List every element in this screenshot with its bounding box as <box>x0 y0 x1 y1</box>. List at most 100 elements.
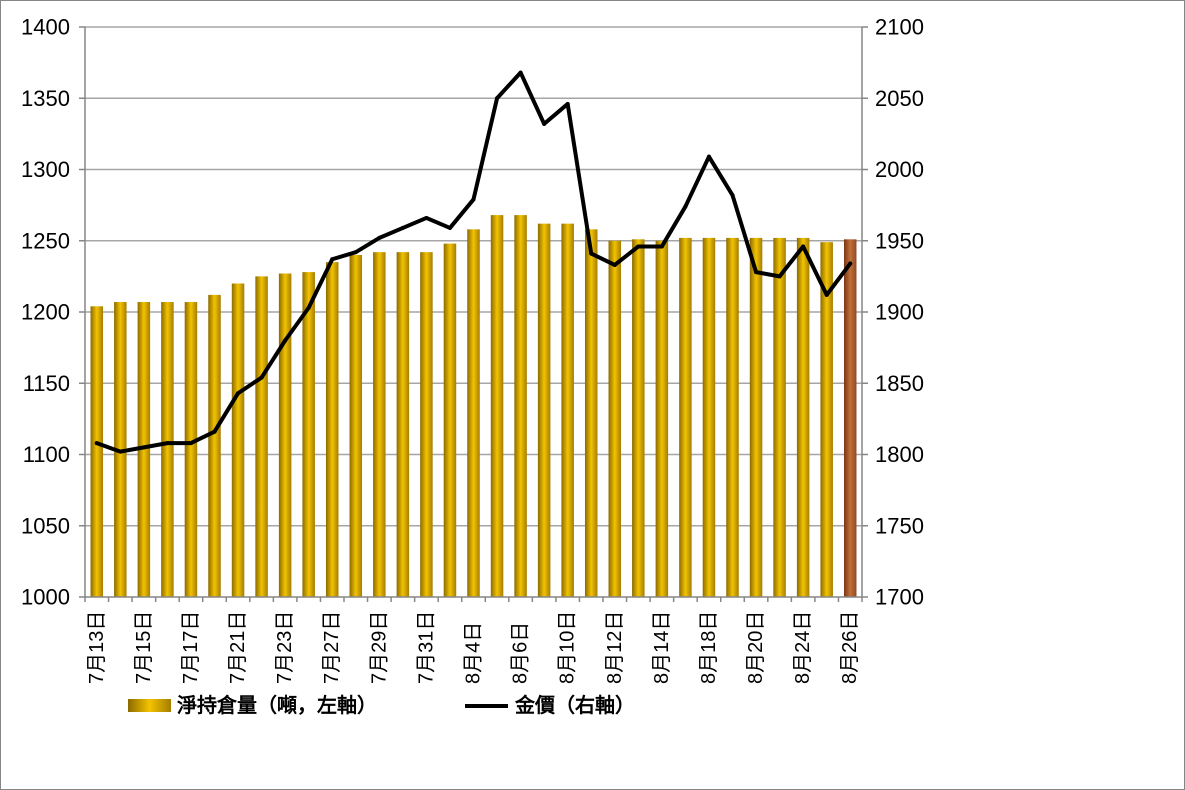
holdings-bar-28 <box>726 237 739 597</box>
holdings-bar-11 <box>325 262 339 597</box>
left-axis-tick-label-6: 1250 <box>21 228 70 253</box>
right-axis-tick-label-2: 1750 <box>875 513 924 538</box>
holdings-bar-20 <box>537 223 551 597</box>
holdings-bars <box>90 215 857 598</box>
legend-holdings-label: 淨持倉量（噸，左軸） <box>177 693 377 717</box>
axis-tick-labels: 1000 1050 1100 1150 1200 1250 1300 1350 1400 1700… <box>21 15 924 685</box>
holdings-bar-27 <box>702 237 716 597</box>
x-axis-tick-label-5: 7月17日 <box>180 611 202 684</box>
gold-price-point-15 <box>424 215 429 220</box>
holdings-bar-33 <box>843 239 857 597</box>
holdings-bar-17 <box>467 229 480 597</box>
gold-price-point-9 <box>283 338 288 343</box>
gold-price-point-1 <box>94 441 99 446</box>
x-axis-tick-label-15: 7月31日 <box>415 611 437 684</box>
gold-price-point-30 <box>777 274 782 279</box>
gold-price-point-22 <box>589 251 594 256</box>
left-axis-tick-label-9: 1400 <box>21 15 70 40</box>
gold-price-point-33 <box>848 261 853 266</box>
x-axis-tick-label-27: 8月18日 <box>698 611 720 684</box>
x-axis-tick-label-21: 8月10日 <box>557 611 579 684</box>
holdings-bar-5 <box>184 302 198 597</box>
gold-price-point-13 <box>377 235 382 240</box>
holdings-bar-21 <box>561 223 574 597</box>
holdings-bar-24 <box>632 239 645 597</box>
holdings-bar-19 <box>514 215 527 597</box>
gold-price-series <box>94 70 853 454</box>
holdings-bar-31 <box>796 237 810 597</box>
x-axis-tick-label-23: 8月12日 <box>604 611 626 684</box>
gold-price-point-27 <box>706 154 711 159</box>
right-axis-tick-label-1: 1700 <box>875 585 924 610</box>
holdings-bar-23 <box>608 240 622 597</box>
x-axis-tick-label-3: 7月15日 <box>133 611 155 684</box>
left-axis-tick-label-1: 1000 <box>21 585 70 610</box>
x-axis-tick-label-17: 8月4日 <box>463 622 485 684</box>
holdings-bar-22 <box>584 229 598 597</box>
holdings-bar-16 <box>443 243 457 597</box>
holdings-bar-6 <box>208 294 221 597</box>
holdings-bar-14 <box>396 252 410 597</box>
holdings-bar-3 <box>137 302 151 597</box>
holdings-bar-32 <box>820 242 833 598</box>
gold-price-point-3 <box>141 445 146 450</box>
legend-holdings-swatch <box>128 699 171 712</box>
gold-price-point-23 <box>612 262 617 267</box>
holdings-bar-18 <box>490 215 504 597</box>
right-axis-tick-label-5: 1900 <box>875 300 924 325</box>
right-axis-tick-label-7: 2000 <box>875 157 924 182</box>
x-axis-tick-label-25: 8月14日 <box>651 611 673 684</box>
gold-price-point-7 <box>236 391 241 396</box>
holdings-bar-4 <box>161 302 174 597</box>
gold-price-point-21 <box>565 101 570 106</box>
gold-price-point-25 <box>659 244 664 249</box>
holdings-bar-7 <box>231 283 245 597</box>
holdings-bar-13 <box>373 252 386 597</box>
gold-price-point-26 <box>683 204 688 209</box>
holdings-bar-10 <box>302 272 315 597</box>
x-axis-tick-label-31: 8月24日 <box>792 611 814 684</box>
holdings-bar-15 <box>420 252 433 597</box>
gold-price-point-19 <box>518 70 523 75</box>
holdings-bar-12 <box>349 255 363 597</box>
holdings-bar-8 <box>255 276 268 597</box>
holdings-bar-30 <box>773 237 786 597</box>
gold-price-point-29 <box>754 270 759 275</box>
x-axis-tick-label-29: 8月20日 <box>745 611 767 684</box>
x-axis-tick-label-1: 7月13日 <box>86 611 108 684</box>
left-axis-tick-label-7: 1300 <box>21 157 70 182</box>
right-axis-tick-label-4: 1850 <box>875 371 924 396</box>
gold-price-point-10 <box>306 305 311 310</box>
gold-price-point-28 <box>730 193 735 198</box>
gold-price-point-12 <box>353 250 358 255</box>
right-axis-tick-label-3: 1800 <box>875 442 924 467</box>
holdings-bar-29 <box>749 237 763 597</box>
right-axis-tick-label-9: 2100 <box>875 15 924 40</box>
x-axis-tick-label-11: 7月27日 <box>321 611 343 684</box>
axes <box>79 26 868 602</box>
legend-gold-price-label: 金價（右軸） <box>514 693 635 717</box>
holdings-bar-25 <box>655 240 669 597</box>
left-axis-tick-label-8: 1350 <box>21 86 70 111</box>
holdings-bar-1 <box>90 306 104 597</box>
x-axis-tick-label-7: 7月21日 <box>227 611 249 684</box>
gold-price-point-32 <box>824 292 829 297</box>
legend: 淨持倉量（噸，左軸） 金價（右軸） <box>128 693 635 717</box>
gold-price-point-18 <box>495 96 500 101</box>
gold-price-point-24 <box>636 244 641 249</box>
gold-price-point-31 <box>801 244 806 249</box>
gold-price-point-16 <box>447 225 452 230</box>
left-axis-tick-label-3: 1100 <box>23 442 70 467</box>
right-axis-tick-label-6: 1950 <box>875 228 924 253</box>
gold-price-point-4 <box>165 441 170 446</box>
x-axis-tick-label-13: 7月29日 <box>368 611 390 684</box>
holdings-bar-26 <box>679 237 692 597</box>
holdings-bar-9 <box>278 273 292 597</box>
gold-price-point-5 <box>188 441 193 446</box>
gold-price-point-20 <box>542 121 547 126</box>
x-axis-tick-label-9: 7月23日 <box>274 611 296 684</box>
gold-price-point-2 <box>118 449 123 454</box>
left-axis-tick-label-2: 1050 <box>21 513 70 538</box>
gold-price-point-11 <box>330 257 335 262</box>
